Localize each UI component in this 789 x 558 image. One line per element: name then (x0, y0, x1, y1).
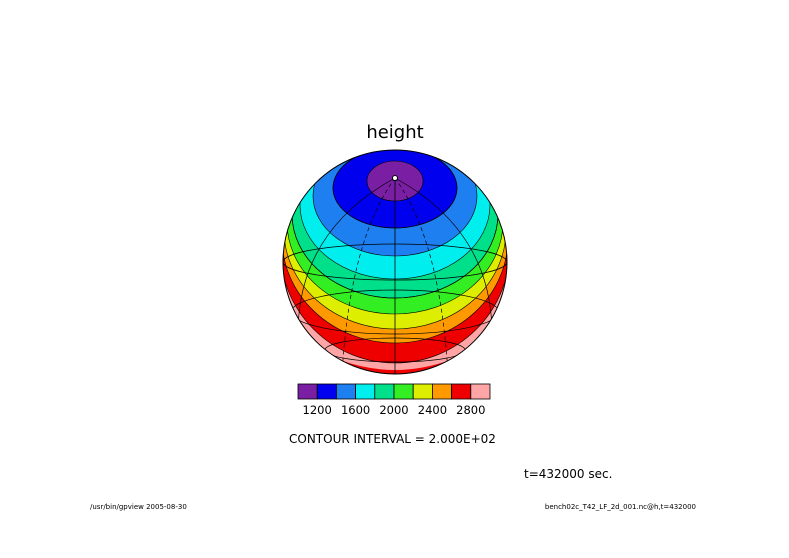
footer-right-label: bench02c_T42_LF_2d_001.nc@h,t=432000 (545, 503, 696, 511)
colorbar-segment (374, 383, 395, 400)
globe (282, 149, 508, 375)
colorbar-segment (297, 383, 318, 400)
colorbar-segment (393, 383, 414, 400)
colorbar-tick-label: 1200 (303, 403, 332, 417)
colorbar-tick-label: 1600 (341, 403, 370, 417)
footer-left-label: /usr/bin/gpview 2005-08-30 (90, 503, 187, 511)
colorbar-tick-labels: 1200 1600 2000 2400 2800 (303, 403, 486, 417)
chart-title: height (366, 122, 423, 143)
meridian-line (394, 177, 493, 331)
colorbar-tick-label: 2000 (379, 403, 408, 417)
meridian-line (297, 177, 396, 331)
colorbar-segment (355, 383, 376, 400)
globe-outline (282, 149, 508, 375)
colorbar-segment (451, 383, 472, 400)
colorbar-tick-label: 2400 (418, 403, 447, 417)
time-label: t=432000 sec. (524, 467, 612, 481)
colorbar-segment (335, 383, 356, 400)
colorbar-segment (316, 383, 337, 400)
contour-interval-label: CONTOUR INTERVAL = 2.000E+02 (289, 432, 496, 446)
colorbar-segment (431, 383, 452, 400)
colorbar-tick-label: 2800 (456, 403, 485, 417)
colorbar-segment (470, 383, 491, 400)
colorbar (297, 383, 491, 400)
colorbar-segment (412, 383, 433, 400)
pole-marker (392, 175, 398, 181)
